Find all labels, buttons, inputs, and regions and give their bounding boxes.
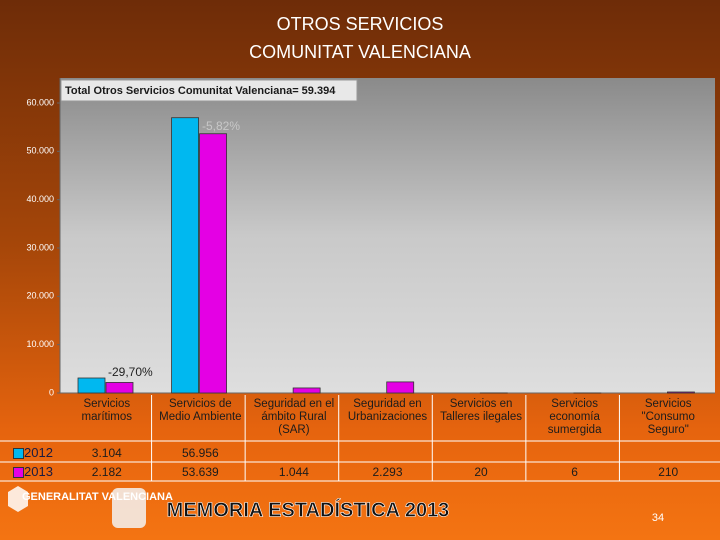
annotation-box-text: Total Otros Servicios Comunitat Valencia… [65,85,336,97]
bar [77,377,106,394]
x-tick-label: Servicios en Talleres ilegales [440,398,522,423]
y-tick-label: 10.000 [26,339,54,349]
bar [199,133,227,394]
table-value: 6 [571,465,578,479]
plot-area [60,78,715,393]
logo-text: GENERALITAT VALENCIANA [22,491,173,503]
table-value: 2.293 [372,465,403,479]
x-tick-label: Servicios de Medio Ambiente [159,398,242,423]
y-tick-label: 0 [49,387,54,397]
page-number: 34 [652,512,664,524]
y-tick-label: 40.000 [26,194,54,204]
bar [386,381,415,394]
y-tick-label: 30.000 [26,242,54,252]
memoria-title: MEMORIA ESTADÍSTICA 2013 [167,498,450,521]
bar [171,117,199,394]
slide-title: OTROS SERVICIOS [276,14,444,34]
table-value: 56.956 [181,446,219,460]
logo-icon [8,486,28,512]
legend-swatch [13,448,24,459]
bar [667,391,695,394]
y-tick-label: 20.000 [26,291,54,301]
legend-label: 2012 [24,445,53,460]
legend-label: 2013 [24,464,53,479]
x-tick-label: Servicios economía sumergida [547,398,602,436]
x-tick-label: Seguridad en el ámbito Rural (SAR) [253,398,335,436]
table-value: 2.182 [91,465,122,479]
emblem [112,488,146,528]
y-tick-label: 60.000 [26,97,54,107]
x-tick-label: Seguridad en Urbanizaciones [347,398,428,423]
table-value: 53.639 [181,465,219,479]
table-value: 1.044 [278,465,309,479]
annotation-box [60,79,358,102]
x-tick-label: Servicios marítimos [81,398,133,423]
table-value: 3.104 [91,446,122,460]
legend-swatch [13,467,24,478]
bar [105,382,134,394]
y-tick-label: 50.000 [26,146,54,156]
x-tick-label: Servicios "Consumo Seguro" [641,398,695,436]
table-value: 210 [658,465,679,479]
bar [292,387,321,394]
annotation: -29,70% [108,365,153,379]
annotation: -5,82% [202,119,240,133]
slide-title: COMUNITAT VALENCIANA [249,42,471,62]
table-value: 20 [474,465,488,479]
